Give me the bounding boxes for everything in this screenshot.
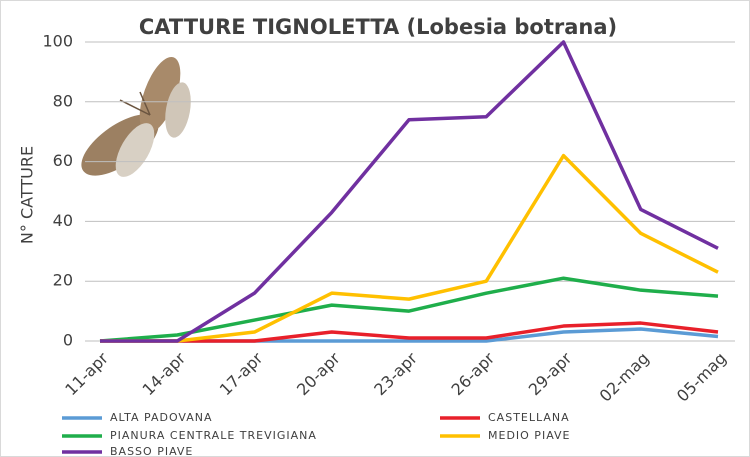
y-axis-label: N° CATTURE bbox=[18, 146, 37, 244]
y-tick-label: 40 bbox=[53, 211, 73, 230]
legend-label: CASTELLANA bbox=[488, 411, 570, 424]
y-tick-label: 20 bbox=[53, 271, 73, 290]
moth-illustration bbox=[81, 57, 191, 177]
y-tick-label: 100 bbox=[42, 32, 73, 51]
legend-label: PIANURA CENTRALE TREVIGIANA bbox=[110, 429, 317, 442]
series-line bbox=[100, 321, 719, 343]
y-tick-label: 0 bbox=[63, 331, 73, 350]
legend-label: BASSO PIAVE bbox=[110, 445, 193, 457]
series-line bbox=[100, 40, 719, 343]
series-line bbox=[100, 153, 719, 343]
y-tick-label: 60 bbox=[53, 151, 73, 170]
chart-title: CATTURE TIGNOLETTA (Lobesia botrana) bbox=[139, 15, 617, 39]
legend-label: MEDIO PIAVE bbox=[488, 429, 570, 442]
y-tick-label: 80 bbox=[53, 91, 73, 110]
series-line bbox=[99, 276, 719, 343]
legend-label: ALTA PADOVANA bbox=[110, 411, 213, 424]
